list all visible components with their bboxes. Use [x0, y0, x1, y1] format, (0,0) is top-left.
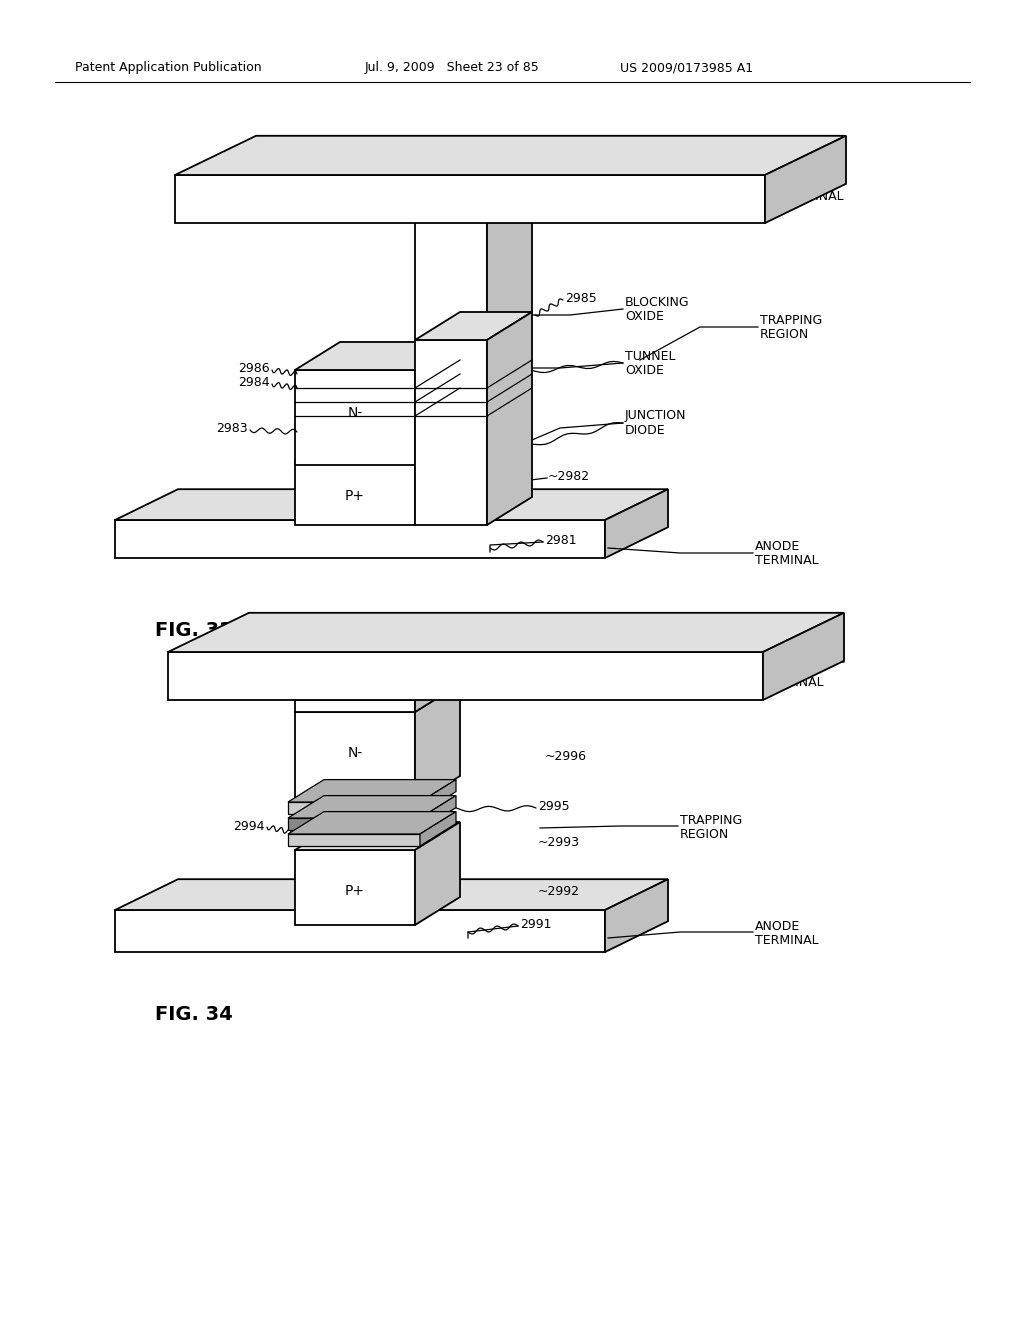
Text: OXIDE: OXIDE [625, 309, 664, 322]
Text: FIG. 33: FIG. 33 [155, 620, 232, 639]
Polygon shape [288, 803, 420, 814]
Text: 2991: 2991 [520, 917, 552, 931]
Text: JUNCTION: JUNCTION [625, 409, 686, 422]
Polygon shape [295, 459, 415, 525]
Polygon shape [168, 612, 844, 652]
Text: OXIDE: OXIDE [625, 363, 664, 376]
Text: ~2982: ~2982 [548, 470, 590, 483]
Polygon shape [605, 490, 668, 558]
Polygon shape [288, 818, 420, 830]
Polygon shape [295, 711, 415, 804]
Polygon shape [288, 812, 456, 834]
Polygon shape [415, 822, 460, 925]
Text: ~2996: ~2996 [545, 750, 587, 763]
Text: TERMINAL: TERMINAL [760, 676, 823, 689]
Polygon shape [420, 796, 456, 830]
Text: FIG. 34: FIG. 34 [155, 1006, 232, 1024]
Polygon shape [288, 780, 456, 803]
Polygon shape [487, 191, 532, 341]
Polygon shape [295, 850, 415, 925]
Text: REGION: REGION [760, 327, 809, 341]
Text: N-: N- [347, 405, 362, 420]
Text: REGION: REGION [680, 828, 729, 841]
Polygon shape [295, 370, 415, 465]
Text: 2984: 2984 [239, 375, 270, 388]
Text: ~2993: ~2993 [538, 836, 580, 849]
Polygon shape [415, 312, 532, 341]
Polygon shape [115, 879, 668, 909]
Polygon shape [295, 342, 460, 370]
Text: N-: N- [347, 746, 362, 760]
Text: Jul. 9, 2009   Sheet 23 of 85: Jul. 9, 2009 Sheet 23 of 85 [365, 62, 540, 74]
Text: TRAPPING: TRAPPING [680, 813, 742, 826]
Text: US 2009/0173985 A1: US 2009/0173985 A1 [620, 62, 753, 74]
Polygon shape [415, 684, 460, 804]
Polygon shape [175, 176, 765, 223]
Text: P+: P+ [345, 488, 365, 503]
Text: TERMINAL: TERMINAL [755, 553, 818, 566]
Polygon shape [487, 312, 532, 525]
Polygon shape [175, 136, 846, 176]
Polygon shape [115, 909, 605, 952]
Text: 2983: 2983 [216, 421, 248, 434]
Polygon shape [415, 342, 460, 465]
Text: CATHODE: CATHODE [760, 661, 821, 675]
Text: TRAPPING: TRAPPING [760, 314, 822, 326]
Text: TERMINAL: TERMINAL [780, 190, 844, 202]
Text: 2994: 2994 [233, 820, 265, 833]
Text: ANODE: ANODE [755, 920, 800, 932]
Text: DIODE: DIODE [625, 424, 666, 437]
Text: TERMINAL: TERMINAL [755, 933, 818, 946]
Polygon shape [115, 520, 605, 558]
Polygon shape [415, 672, 460, 711]
Polygon shape [415, 341, 487, 525]
Text: 2981: 2981 [545, 533, 577, 546]
Polygon shape [288, 796, 456, 818]
Polygon shape [420, 812, 456, 846]
Text: P+: P+ [345, 884, 365, 898]
Polygon shape [168, 652, 763, 700]
Polygon shape [115, 490, 668, 520]
Polygon shape [605, 879, 668, 952]
Text: 2986: 2986 [239, 362, 270, 375]
Polygon shape [765, 136, 846, 223]
Text: 2995: 2995 [538, 800, 569, 813]
Text: 2990: 2990 [374, 673, 406, 686]
Polygon shape [295, 684, 460, 711]
Text: CATHODE: CATHODE [780, 176, 841, 189]
Text: 2985: 2985 [565, 292, 597, 305]
Text: 2980: 2980 [658, 172, 690, 185]
Polygon shape [295, 700, 415, 711]
Text: BLOCKING: BLOCKING [625, 296, 689, 309]
Polygon shape [295, 822, 460, 850]
Text: TUNNEL: TUNNEL [625, 350, 676, 363]
Text: Patent Application Publication: Patent Application Publication [75, 62, 261, 74]
Polygon shape [420, 780, 456, 814]
Polygon shape [288, 834, 420, 846]
Polygon shape [415, 432, 460, 525]
Text: ANODE: ANODE [755, 540, 800, 553]
Polygon shape [295, 432, 460, 459]
Polygon shape [415, 220, 487, 341]
Text: ~2992: ~2992 [538, 884, 580, 898]
Polygon shape [763, 612, 844, 700]
